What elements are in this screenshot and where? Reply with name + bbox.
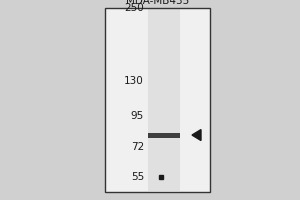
Text: 72: 72 <box>131 142 144 152</box>
Polygon shape <box>192 130 201 141</box>
Text: MDA-MB435: MDA-MB435 <box>126 0 189 6</box>
Bar <box>148 133 180 138</box>
Bar <box>105 8 210 192</box>
Text: 95: 95 <box>131 111 144 121</box>
Text: 55: 55 <box>131 172 144 182</box>
Bar <box>105 8 210 192</box>
Bar <box>148 9 180 191</box>
Text: 250: 250 <box>124 3 144 13</box>
Text: 130: 130 <box>124 76 144 86</box>
